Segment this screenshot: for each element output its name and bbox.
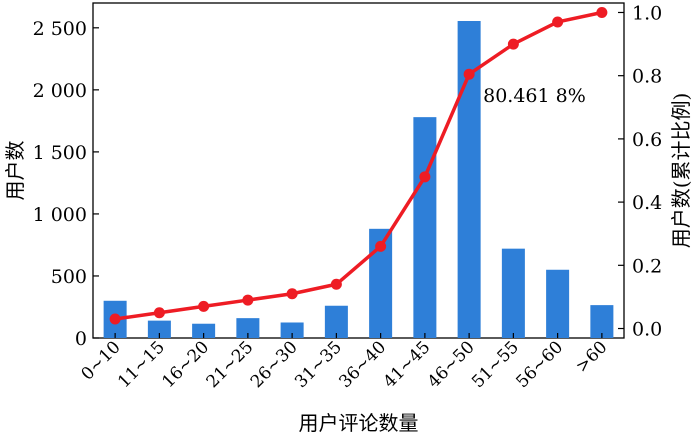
line-point [109,313,121,325]
y-tick-label: 1 500 [33,142,87,164]
plot-border [92,2,625,339]
bar [192,323,216,338]
line-point [153,307,165,319]
y2-tick-label: 0.4 [632,192,662,214]
line-point [375,240,387,252]
cumulative-line [114,10,603,321]
bar [147,320,171,338]
x-tick-label: 21~25 [203,337,258,392]
line-point [419,171,431,183]
bar [324,305,348,338]
line-point [286,288,298,300]
x-tick-label: 16~20 [158,337,213,392]
line-point [242,294,254,306]
plot-frame [92,2,625,339]
x-tick-label: >60 [572,337,612,377]
line-series [109,6,608,325]
x-tick-label: 51~55 [468,337,523,392]
x-tick-label: 46~50 [424,337,479,392]
bar [369,228,393,338]
y-tick-label: 2 500 [33,18,87,40]
bar [457,20,481,338]
line-point [552,16,564,28]
bar [546,269,570,338]
x-tick-label: 56~60 [512,337,567,392]
y-tick-label: 0 [75,328,87,350]
y-tick-label: 500 [51,266,87,288]
y-tick-label: 1 000 [33,204,87,226]
y2-tick-label: 0.0 [632,319,662,341]
line-point [463,68,475,80]
x-tick-label: 26~30 [247,337,302,392]
right-axis: 0.0 0.2 0.4 0.6 0.8 1.0 [618,2,662,341]
x-tick-label: 31~35 [291,337,346,392]
bar-series [103,20,614,338]
y2-tick-label: 0.6 [632,129,662,151]
x-axis: 0~1011~1516~2021~2526~3031~3536~4041~454… [77,333,611,392]
bar [590,305,614,338]
y-axis-label: 用户数 [3,141,27,201]
left-axis: 0 500 1 000 1 500 2 000 2 500 [33,18,99,350]
x-tick-label: 36~40 [335,337,390,392]
line-point [596,6,608,18]
line-point [330,278,342,290]
bar [501,248,525,338]
x-tick-label: 11~15 [114,337,169,392]
bar [413,117,437,338]
y2-tick-label: 1.0 [632,2,662,24]
line-point [198,300,210,312]
x-tick-label: 41~45 [380,337,435,392]
y2-tick-label: 0.8 [632,66,662,88]
y2-axis-label: 用户数(累计比例) [669,93,693,249]
bar [236,318,260,338]
line-point [507,38,519,50]
y-tick-label: 2 000 [33,80,87,102]
y2-tick-label: 0.2 [632,255,662,277]
cumulative-annotation: 80.461 8% [483,85,586,107]
bar [280,322,304,338]
x-axis-label: 用户评论数量 [299,411,419,435]
